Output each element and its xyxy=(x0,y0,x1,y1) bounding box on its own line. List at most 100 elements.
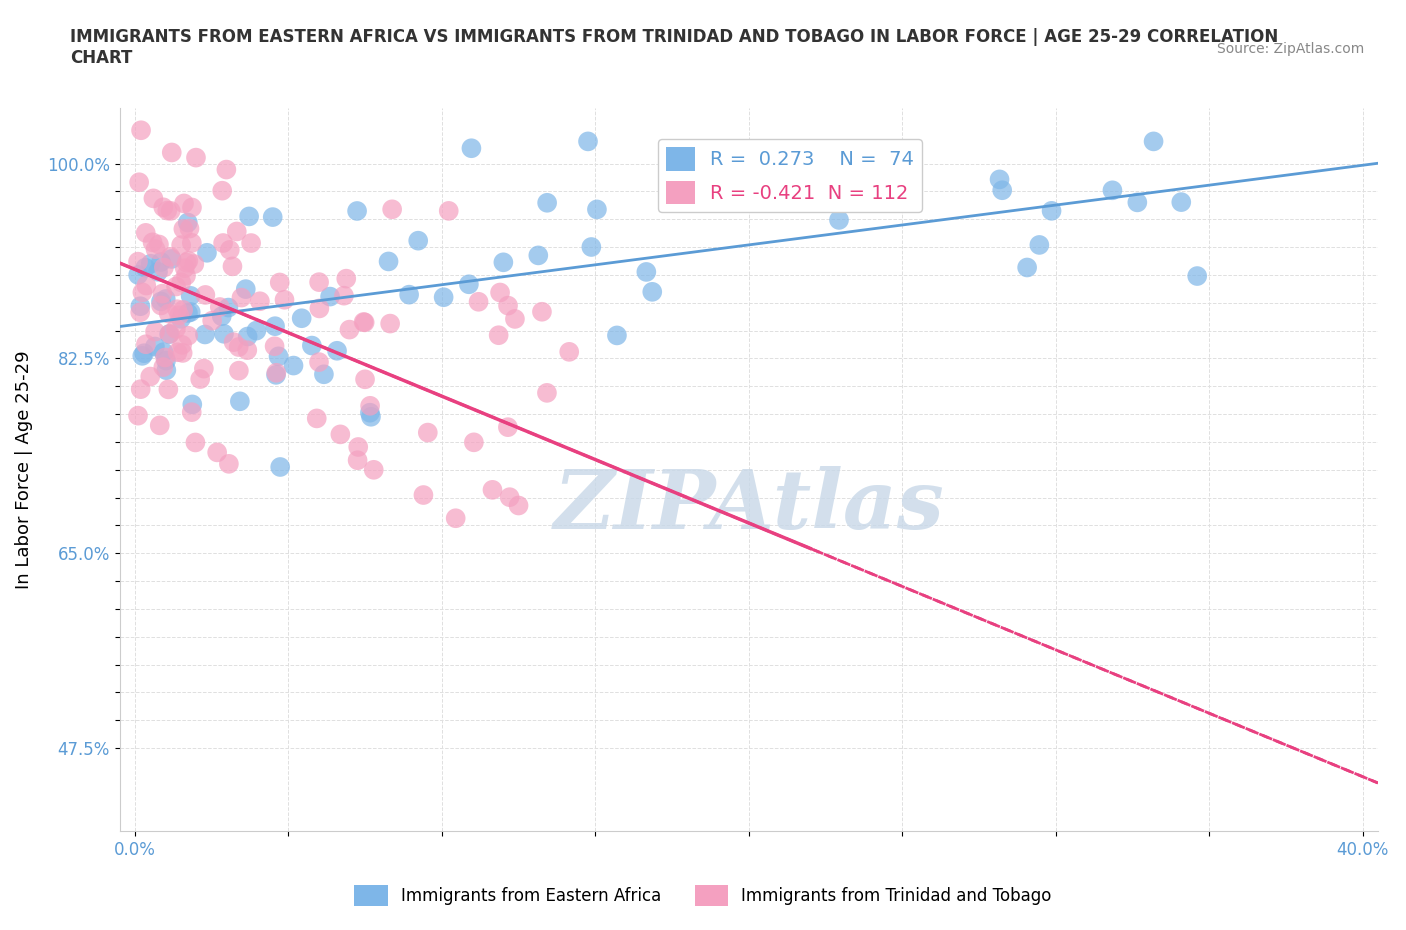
Point xyxy=(166,345,188,360)
Point xyxy=(262,209,284,224)
Point xyxy=(235,282,257,297)
Point xyxy=(576,134,599,149)
Point xyxy=(225,224,247,239)
Point xyxy=(172,346,194,361)
Point xyxy=(141,235,163,250)
Point xyxy=(496,419,519,434)
Point xyxy=(159,249,181,264)
Point xyxy=(129,381,152,396)
Point xyxy=(157,326,180,341)
Point xyxy=(143,325,166,339)
Point xyxy=(195,246,218,260)
Point xyxy=(536,385,558,400)
Point xyxy=(264,367,287,382)
Point xyxy=(177,215,200,230)
Point xyxy=(581,240,603,255)
Point xyxy=(586,202,609,217)
Legend: R =  0.273    N =  74, R = -0.421  N = 112: R = 0.273 N = 74, R = -0.421 N = 112 xyxy=(658,140,922,212)
Text: ZIPAtlas: ZIPAtlas xyxy=(554,466,945,546)
Point xyxy=(335,272,357,286)
Point xyxy=(346,204,368,219)
Point xyxy=(181,397,204,412)
Point xyxy=(641,285,664,299)
Point xyxy=(211,309,233,324)
Point xyxy=(249,294,271,309)
Point xyxy=(129,123,152,138)
Point xyxy=(319,289,342,304)
Point xyxy=(536,195,558,210)
Point xyxy=(828,212,851,227)
Point xyxy=(377,254,399,269)
Point xyxy=(139,369,162,384)
Point xyxy=(135,278,157,293)
Point xyxy=(1185,269,1208,284)
Point xyxy=(1126,195,1149,210)
Point xyxy=(173,196,195,211)
Point xyxy=(205,445,228,459)
Point xyxy=(146,264,169,279)
Point xyxy=(492,255,515,270)
Point xyxy=(135,337,157,352)
Point xyxy=(127,268,149,283)
Point xyxy=(991,183,1014,198)
Point xyxy=(1028,237,1050,252)
Point xyxy=(460,140,482,155)
Point xyxy=(488,327,510,342)
Point xyxy=(159,326,181,341)
Point xyxy=(128,175,150,190)
Point xyxy=(150,294,173,309)
Point xyxy=(360,409,382,424)
Point xyxy=(1101,183,1123,198)
Point xyxy=(778,189,800,204)
Point xyxy=(1170,194,1192,209)
Point xyxy=(406,233,429,248)
Point xyxy=(308,301,330,316)
Point xyxy=(211,183,233,198)
Point xyxy=(1017,260,1039,275)
Point xyxy=(606,328,628,343)
Point xyxy=(177,328,200,343)
Point xyxy=(150,255,173,270)
Point xyxy=(283,358,305,373)
Point xyxy=(988,172,1011,187)
Point xyxy=(153,260,176,275)
Point xyxy=(165,322,187,337)
Point xyxy=(301,339,323,353)
Point xyxy=(530,304,553,319)
Point xyxy=(152,345,174,360)
Point xyxy=(152,200,174,215)
Point xyxy=(363,462,385,477)
Point xyxy=(269,459,291,474)
Point xyxy=(1142,134,1164,149)
Point xyxy=(245,323,267,338)
Point xyxy=(416,425,439,440)
Point xyxy=(184,435,207,450)
Point xyxy=(264,319,287,334)
Point xyxy=(134,346,156,361)
Point xyxy=(188,372,211,387)
Point xyxy=(291,311,314,325)
Point xyxy=(194,327,217,342)
Point xyxy=(127,254,149,269)
Point xyxy=(177,254,200,269)
Point xyxy=(180,305,202,320)
Point xyxy=(155,363,177,378)
Text: IMMIGRANTS FROM EASTERN AFRICA VS IMMIGRANTS FROM TRINIDAD AND TOBAGO IN LABOR F: IMMIGRANTS FROM EASTERN AFRICA VS IMMIGR… xyxy=(70,28,1278,67)
Point xyxy=(558,344,581,359)
Point xyxy=(498,490,520,505)
Point xyxy=(150,298,173,312)
Point xyxy=(143,339,166,354)
Point xyxy=(238,209,260,224)
Point xyxy=(269,275,291,290)
Point xyxy=(339,322,361,337)
Point xyxy=(221,259,243,273)
Point xyxy=(172,221,194,236)
Point xyxy=(326,343,349,358)
Point xyxy=(176,255,198,270)
Point xyxy=(527,248,550,263)
Point xyxy=(174,268,197,283)
Point xyxy=(194,287,217,302)
Point xyxy=(184,150,207,165)
Point xyxy=(467,294,489,309)
Point xyxy=(359,398,381,413)
